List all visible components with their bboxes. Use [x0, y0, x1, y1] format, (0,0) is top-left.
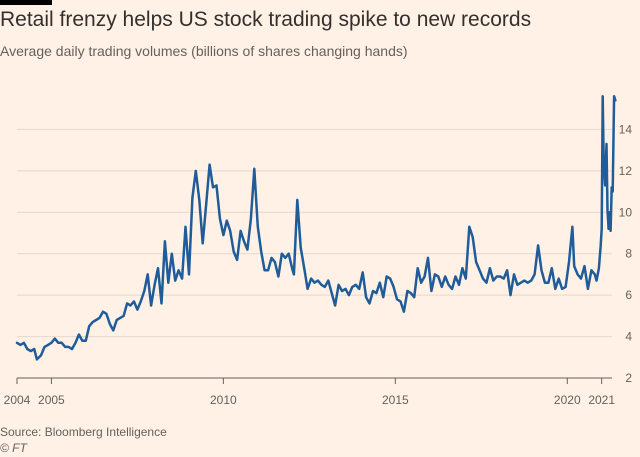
- x-tick-label: 2010: [210, 393, 237, 407]
- y-tick-label: 4: [625, 330, 632, 344]
- x-tick-label: 2020: [554, 393, 581, 407]
- y-tick-label: 12: [619, 164, 633, 178]
- y-tick-label: 8: [625, 247, 632, 261]
- x-tick-label: 2004: [4, 393, 31, 407]
- x-tick-label: 2021: [588, 393, 615, 407]
- ft-brand-bar: [0, 0, 52, 5]
- source-note: Source: Bloomberg Intelligence: [0, 425, 167, 439]
- series-line: [15, 95, 617, 361]
- x-axis: 2004 2005 2010 2015 2020 2021: [4, 377, 615, 407]
- y-axis-tick-labels: 2 4 6 8 10 12 14: [619, 122, 633, 385]
- y-tick-label: 6: [625, 288, 632, 302]
- gridlines: [17, 128, 612, 338]
- y-tick-label: 2: [625, 371, 632, 385]
- ft-credit: © FT: [0, 441, 27, 455]
- chart-subtitle: Average daily trading volumes (billions …: [0, 43, 408, 59]
- x-tick-label: 2005: [38, 393, 65, 407]
- x-tick-label: 2015: [382, 393, 409, 407]
- y-tick-label: 10: [619, 205, 633, 219]
- series-layer: [15, 95, 617, 361]
- chart-title: Retail frenzy helps US stock trading spi…: [0, 8, 532, 31]
- y-tick-label: 14: [619, 122, 633, 136]
